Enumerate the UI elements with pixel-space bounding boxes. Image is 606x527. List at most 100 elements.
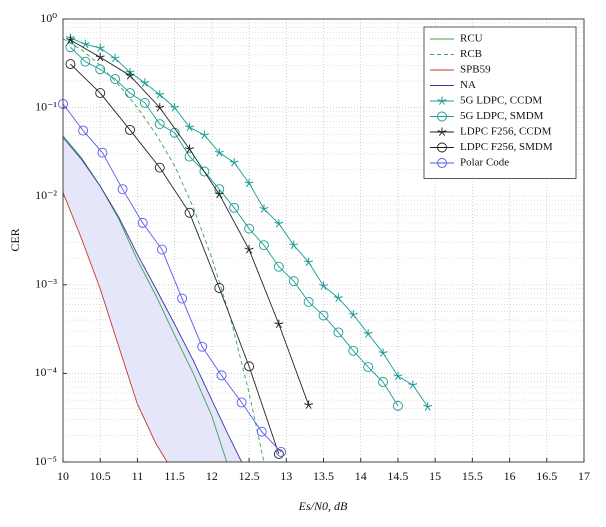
x-tick-label: 12.5 — [239, 469, 260, 483]
x-tick-label: 14 — [355, 469, 367, 483]
y-tick-label: 10⁻³ — [35, 277, 57, 291]
x-tick-label: 14.5 — [387, 469, 408, 483]
marker — [423, 402, 433, 411]
marker — [66, 35, 75, 44]
marker — [80, 39, 90, 49]
marker — [259, 204, 269, 213]
legend-label: 5G LDPC, SMDM — [460, 110, 544, 122]
marker — [95, 43, 105, 52]
marker — [155, 90, 165, 99]
x-tick-label: 16 — [504, 469, 516, 483]
marker — [303, 297, 314, 307]
marker — [117, 184, 128, 195]
series-line — [70, 63, 280, 455]
marker — [110, 53, 120, 63]
marker — [244, 178, 254, 188]
marker — [199, 166, 210, 177]
marker — [392, 400, 403, 411]
marker — [256, 426, 267, 437]
marker — [65, 42, 76, 53]
marker — [229, 202, 240, 213]
marker — [318, 310, 329, 321]
marker — [214, 189, 224, 199]
plot-frame — [62, 18, 585, 463]
marker — [139, 97, 150, 108]
x-tick-label: 12 — [206, 469, 218, 483]
marker — [437, 127, 447, 136]
marker — [154, 162, 165, 173]
x-tick-label: 10 — [57, 469, 69, 483]
series-line — [63, 192, 168, 462]
marker — [333, 327, 344, 338]
marker — [214, 283, 225, 293]
legend-label: LDPC F256, SMDM — [460, 141, 553, 153]
x-tick-label: 16.5 — [536, 469, 557, 483]
marker — [244, 223, 255, 234]
marker — [274, 219, 284, 228]
marker — [289, 240, 299, 250]
series-line — [70, 46, 399, 407]
marker — [125, 71, 135, 80]
x-tick-label: 15.5 — [462, 469, 483, 483]
marker — [437, 111, 447, 122]
marker — [216, 370, 227, 381]
y-tick-label: 10⁰ — [40, 11, 57, 25]
series-line — [63, 38, 265, 462]
marker — [274, 319, 284, 329]
marker — [378, 377, 388, 387]
marker — [95, 64, 106, 75]
marker — [197, 341, 208, 352]
shaded-region — [63, 137, 242, 462]
marker — [276, 446, 287, 457]
legend-box — [423, 26, 577, 179]
marker — [348, 345, 359, 356]
marker — [177, 293, 188, 304]
marker — [170, 103, 180, 112]
marker — [304, 400, 314, 409]
x-tick-label: 13.5 — [313, 469, 334, 483]
marker — [437, 158, 447, 168]
marker — [95, 88, 106, 98]
marker — [140, 78, 150, 87]
legend-label: LDPC F256, CCDM — [460, 126, 552, 138]
marker — [363, 329, 373, 338]
marker — [393, 371, 403, 381]
marker — [154, 119, 165, 130]
marker — [437, 142, 447, 153]
marker — [363, 362, 374, 372]
marker — [437, 96, 447, 105]
marker — [125, 124, 135, 135]
series-line — [63, 137, 243, 462]
marker — [184, 207, 195, 218]
marker — [199, 130, 209, 139]
marker — [273, 261, 284, 272]
y-tick-label: 10⁻¹ — [35, 99, 57, 113]
marker — [236, 397, 247, 408]
marker — [125, 88, 135, 98]
x-axis-label: Es/N0, dB — [298, 499, 348, 513]
legend-label: RCB — [460, 48, 482, 60]
marker — [157, 244, 167, 255]
marker — [319, 281, 328, 290]
y-tick-label: 10⁻⁵ — [34, 454, 57, 468]
marker — [95, 52, 105, 62]
y-axis-label: CER — [8, 228, 22, 251]
legend-label: 5G LDPC, CCDM — [460, 95, 542, 107]
legend-label: RCU — [460, 33, 483, 45]
marker — [137, 217, 148, 228]
y-tick-label: 10⁻² — [35, 188, 57, 202]
marker — [97, 147, 108, 158]
legend: RCU RCB SPB59 NA 5G LDPC, CCDM 5G LDPC, SMDM L… — [423, 26, 577, 179]
marker — [229, 158, 239, 167]
marker — [155, 103, 165, 112]
marker — [304, 257, 314, 267]
marker — [333, 293, 343, 302]
marker — [185, 122, 194, 132]
marker — [378, 348, 388, 357]
marker — [80, 56, 91, 67]
marker — [185, 144, 194, 154]
marker — [214, 148, 224, 157]
marker — [244, 361, 255, 372]
marker — [408, 380, 418, 389]
marker — [65, 59, 76, 70]
